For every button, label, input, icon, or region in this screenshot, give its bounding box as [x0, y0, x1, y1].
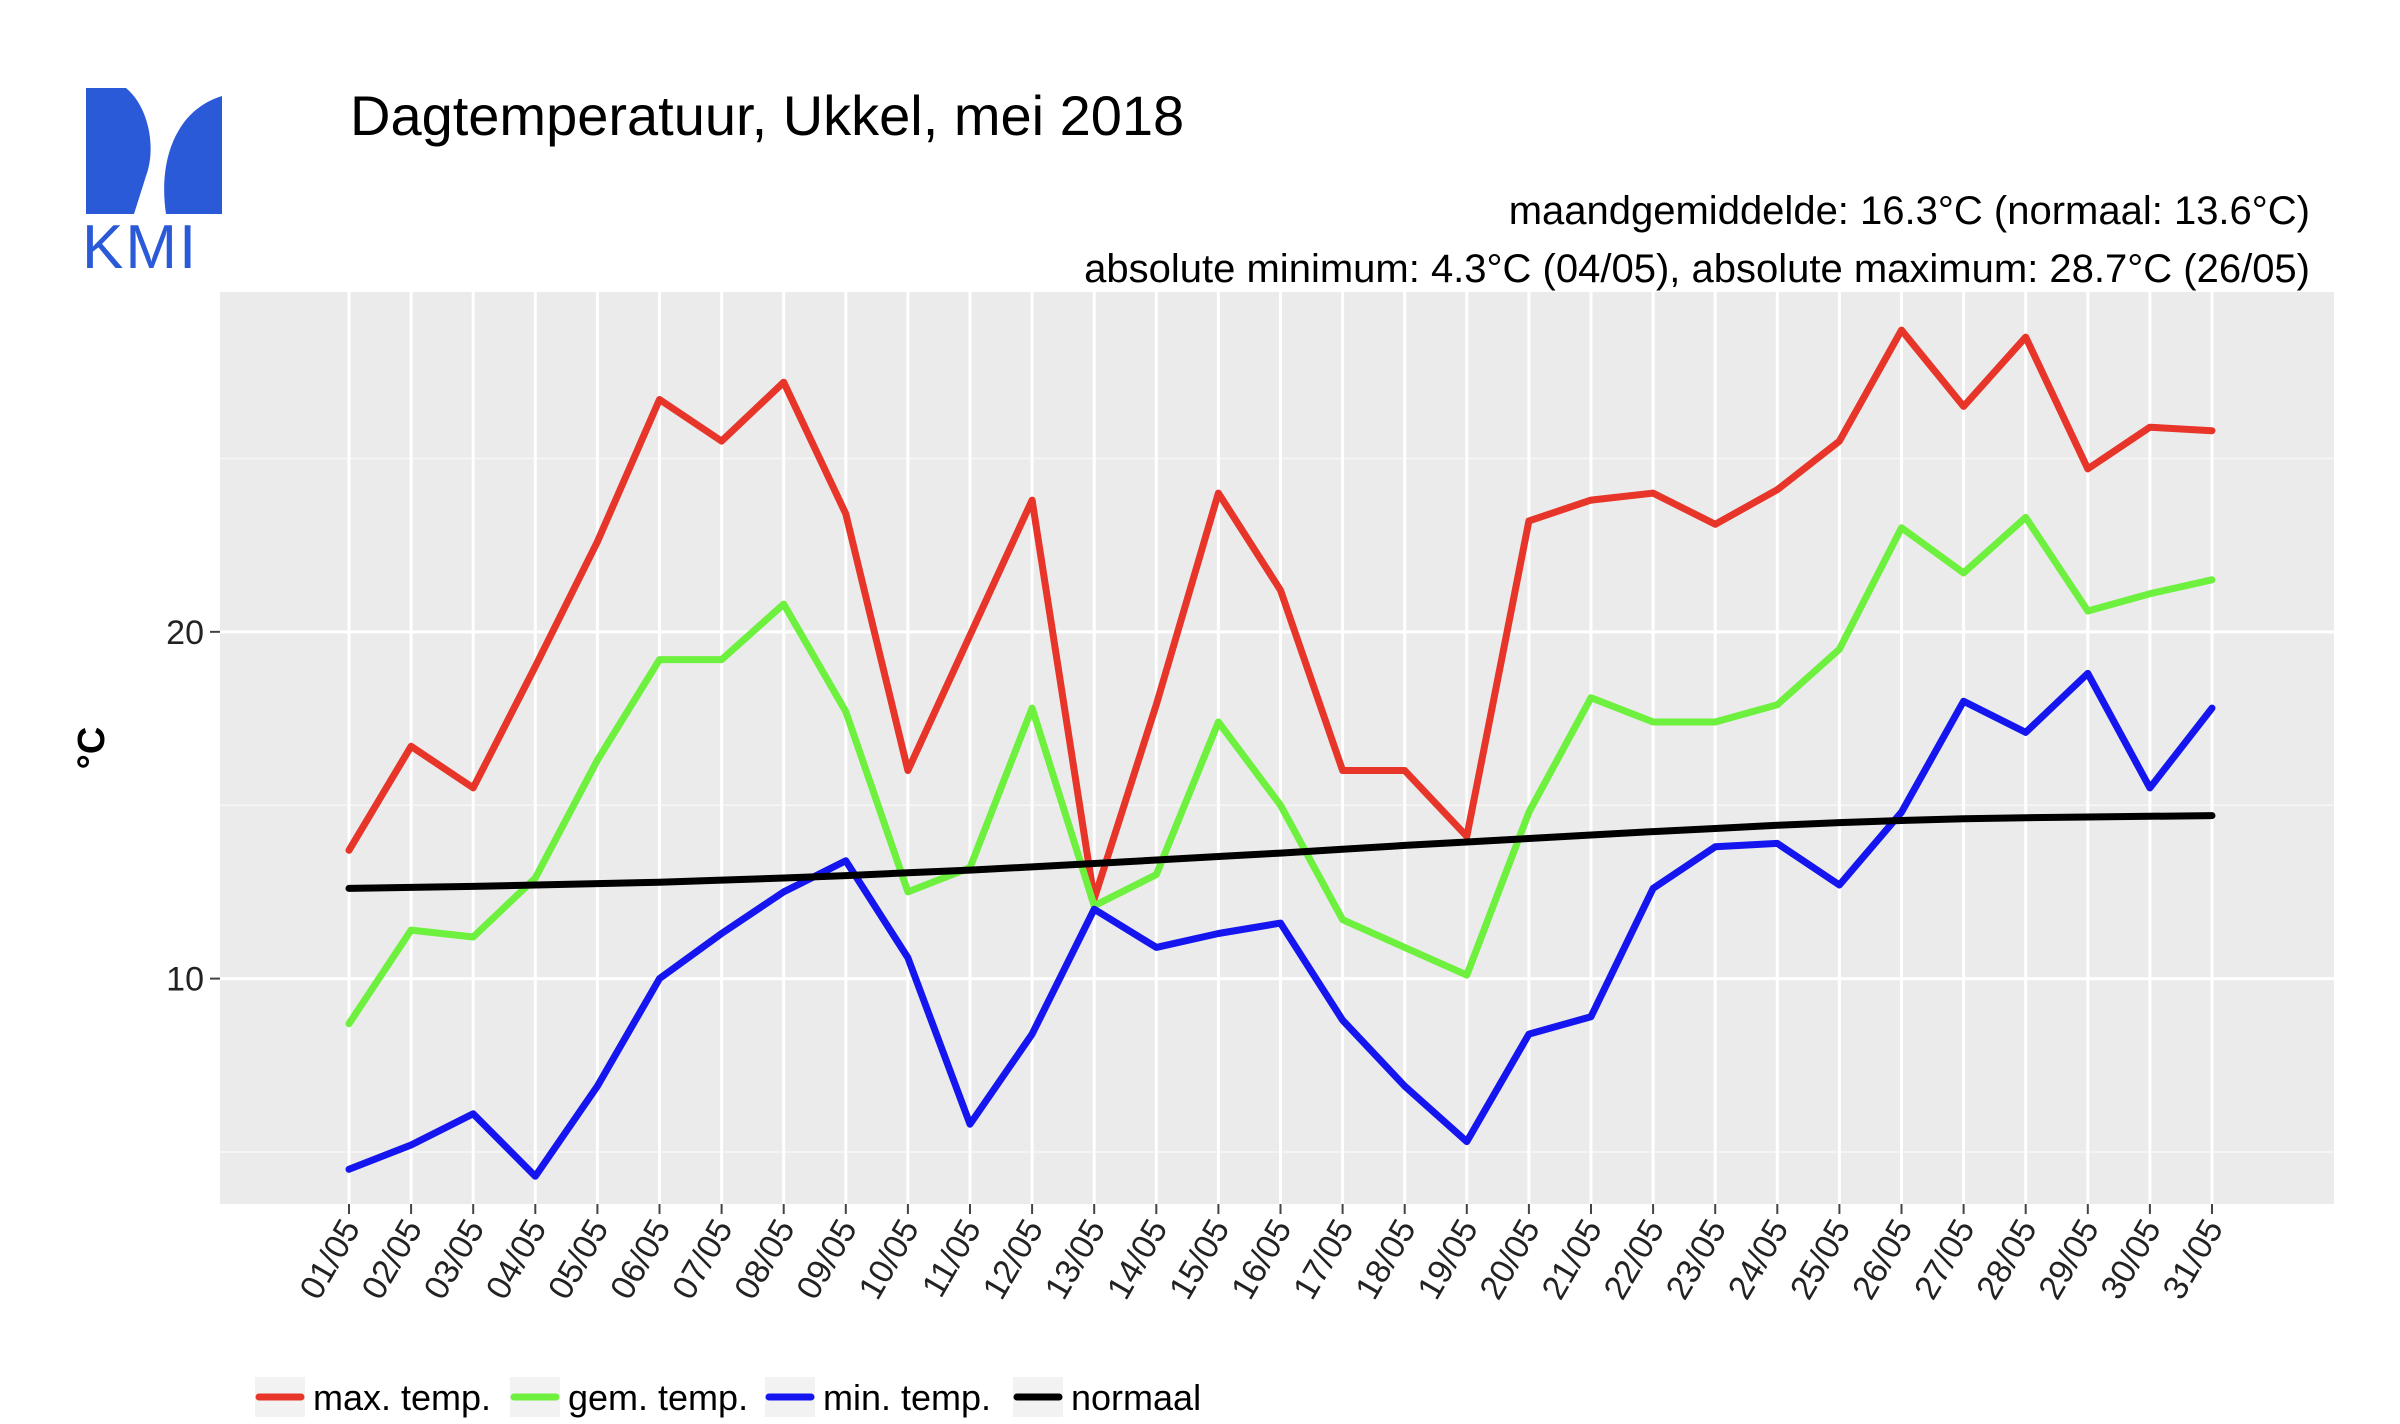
x-tick-label: 21/05 — [1534, 1213, 1609, 1306]
y-axis-ticks: 10 20 — [166, 614, 220, 999]
x-tick-label: 10/05 — [851, 1213, 926, 1306]
chart-title: Dagtemperatuur, Ukkel, mei 2018 — [350, 84, 1184, 147]
x-tick-label: 31/05 — [2155, 1213, 2230, 1306]
kmi-logo-text: KMI — [82, 213, 198, 282]
x-tick-label: 13/05 — [1038, 1213, 1113, 1306]
y-axis-label: °C — [71, 727, 113, 770]
x-tick-label: 14/05 — [1100, 1213, 1175, 1306]
x-tick-label: 05/05 — [541, 1213, 616, 1306]
legend-label-4: normaal — [1071, 1377, 1201, 1418]
legend-label-2: gem. temp. — [568, 1377, 748, 1418]
kmi-logo: KMI — [82, 88, 222, 282]
subtitle-monthly-mean: maandgemiddelde: 16.3°C (normaal: 13.6°C… — [1509, 189, 2310, 233]
x-tick-label: 11/05 — [915, 1213, 989, 1304]
x-tick-label: 01/05 — [292, 1213, 367, 1306]
x-tick-label: 30/05 — [2093, 1213, 2168, 1306]
series-line-1 — [345, 326, 2216, 903]
subtitle-absolute-extremes: absolute minimum: 4.3°C (04/05), absolut… — [1084, 247, 2310, 291]
x-axis-ticks: 01/0502/0503/0504/0505/0506/0507/0508/05… — [292, 1204, 2231, 1306]
series-line-2 — [345, 513, 2216, 1028]
series-lines — [345, 326, 2216, 1180]
series-line-4 — [345, 812, 2216, 892]
x-tick-label: 19/05 — [1410, 1213, 1485, 1306]
x-tick-label: 04/05 — [479, 1213, 554, 1306]
x-tick-label: 24/05 — [1721, 1213, 1796, 1306]
x-tick-label: 29/05 — [2031, 1213, 2106, 1306]
x-tick-label: 02/05 — [355, 1213, 430, 1306]
x-tick-label: 12/05 — [976, 1213, 1051, 1306]
x-tick-label: 20/05 — [1472, 1213, 1547, 1306]
plot-panel — [220, 292, 2334, 1204]
x-tick-label: 27/05 — [1907, 1213, 1982, 1306]
x-tick-label: 26/05 — [1845, 1213, 1920, 1306]
x-tick-label: 06/05 — [603, 1213, 678, 1306]
x-tick-label: 08/05 — [727, 1213, 802, 1306]
y-tick-label: 10 — [166, 961, 204, 999]
legend-label-3: min. temp. — [823, 1377, 991, 1418]
x-tick-label: 22/05 — [1597, 1213, 1672, 1306]
kmi-logo-mark — [86, 88, 222, 214]
x-tick-label: 28/05 — [1969, 1213, 2044, 1306]
x-tick-label: 03/05 — [417, 1213, 492, 1306]
x-tick-label: 17/05 — [1286, 1213, 1361, 1306]
series-line-3 — [345, 669, 2216, 1180]
x-tick-label: 16/05 — [1224, 1213, 1299, 1306]
x-tick-label: 18/05 — [1348, 1213, 1423, 1306]
x-tick-label: 23/05 — [1659, 1213, 1734, 1306]
x-tick-label: 07/05 — [665, 1213, 740, 1306]
y-tick-label: 20 — [166, 614, 204, 652]
x-tick-label: 15/05 — [1162, 1213, 1237, 1306]
x-tick-label: 09/05 — [789, 1213, 864, 1306]
legend: max. temp. gem. temp. min. temp. normaal — [255, 1377, 1201, 1418]
legend-label-1: max. temp. — [313, 1377, 491, 1418]
x-tick-label: 25/05 — [1783, 1213, 1858, 1306]
